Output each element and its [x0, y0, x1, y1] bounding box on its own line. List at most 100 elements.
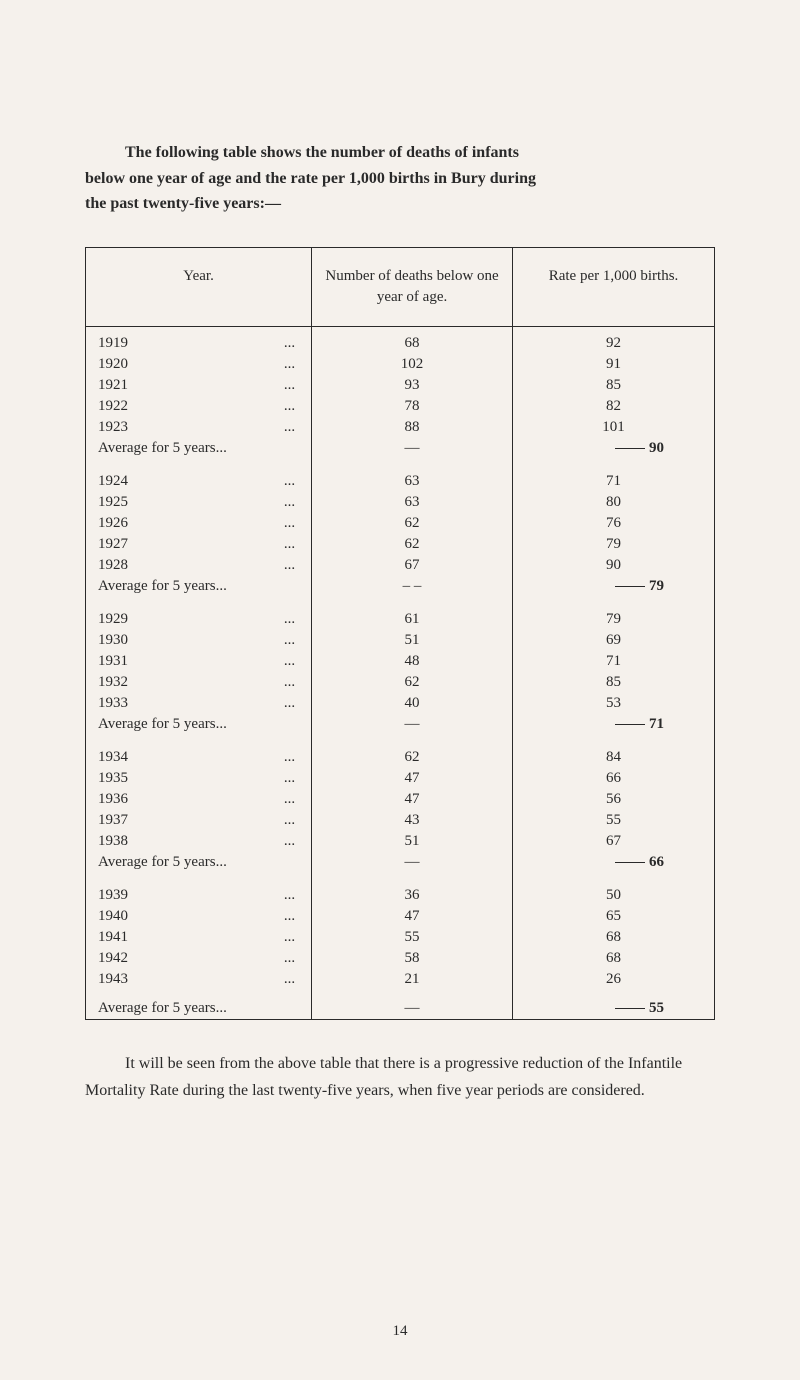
table-row: 1932...6285: [86, 672, 714, 693]
rate-cell: 80: [513, 492, 714, 513]
deaths-cell: 88: [312, 417, 513, 438]
data-table: Year. Number of deaths below one year of…: [85, 247, 715, 1020]
conclusion-paragraph: It will be seen from the above table tha…: [85, 1050, 715, 1104]
year-cell: 1935...: [86, 768, 312, 789]
avg-deaths-cell: —: [312, 714, 513, 735]
deaths-cell: 63: [312, 471, 513, 492]
avg-deaths-cell: – –: [312, 576, 513, 597]
deaths-cell: 47: [312, 768, 513, 789]
avg-deaths-cell: —: [312, 852, 513, 873]
avg-deaths-cell: —: [312, 438, 513, 459]
header-deaths: Number of deaths below one year of age.: [312, 248, 513, 326]
year-cell: 1922...: [86, 396, 312, 417]
table-header-row: Year. Number of deaths below one year of…: [86, 248, 714, 327]
rate-cell: 68: [513, 927, 714, 948]
rate-cell: 56: [513, 789, 714, 810]
avg-rate-cell: 66: [513, 852, 714, 873]
avg-rate-cell: 55: [513, 998, 714, 1019]
year-cell: 1943...: [86, 969, 312, 990]
year-cell: 1934...: [86, 747, 312, 768]
table-row: 1942...5868: [86, 948, 714, 969]
table-row: 1929...6179: [86, 609, 714, 630]
year-cell: 1925...: [86, 492, 312, 513]
year-cell: 1921...: [86, 375, 312, 396]
year-cell: 1936...: [86, 789, 312, 810]
rate-cell: 26: [513, 969, 714, 990]
avg-rate-cell: 71: [513, 714, 714, 735]
rate-cell: 65: [513, 906, 714, 927]
table-row: 1920...10291: [86, 354, 714, 375]
rate-cell: 90: [513, 555, 714, 576]
average-row: Average for 5 years...—90: [86, 438, 714, 459]
rate-cell: 85: [513, 375, 714, 396]
table-row: 1924...6371: [86, 471, 714, 492]
year-cell: 1926...: [86, 513, 312, 534]
deaths-cell: 62: [312, 672, 513, 693]
avg-label-cell: Average for 5 years...: [86, 714, 312, 735]
rate-cell: 50: [513, 885, 714, 906]
deaths-cell: 43: [312, 810, 513, 831]
deaths-cell: 40: [312, 693, 513, 714]
year-cell: 1930...: [86, 630, 312, 651]
table-row: 1943...2126: [86, 969, 714, 990]
deaths-cell: 62: [312, 513, 513, 534]
intro-paragraph: The following table shows the number of …: [85, 140, 715, 217]
table-row: 1921...9385: [86, 375, 714, 396]
rate-cell: 92: [513, 333, 714, 354]
table-row: 1939...3650: [86, 885, 714, 906]
rate-cell: 76: [513, 513, 714, 534]
header-rate: Rate per 1,000 births.: [513, 248, 714, 326]
deaths-cell: 78: [312, 396, 513, 417]
avg-rate-cell: 90: [513, 438, 714, 459]
table-row: 1919...6892: [86, 333, 714, 354]
table-row: 1941...5568: [86, 927, 714, 948]
year-cell: 1932...: [86, 672, 312, 693]
table-row: 1933...4053: [86, 693, 714, 714]
table-row: 1923...88101: [86, 417, 714, 438]
rate-cell: 69: [513, 630, 714, 651]
header-year: Year.: [86, 248, 312, 326]
rate-cell: 71: [513, 471, 714, 492]
deaths-cell: 51: [312, 831, 513, 852]
deaths-cell: 58: [312, 948, 513, 969]
deaths-cell: 63: [312, 492, 513, 513]
year-cell: 1942...: [86, 948, 312, 969]
table-row: 1922...7882: [86, 396, 714, 417]
year-cell: 1931...: [86, 651, 312, 672]
average-row: Average for 5 years...—55: [86, 998, 714, 1020]
year-cell: 1924...: [86, 471, 312, 492]
table-row: 1936...4756: [86, 789, 714, 810]
year-cell: 1941...: [86, 927, 312, 948]
average-row: Average for 5 years...—71: [86, 714, 714, 735]
deaths-cell: 55: [312, 927, 513, 948]
year-cell: 1928...: [86, 555, 312, 576]
deaths-cell: 47: [312, 906, 513, 927]
deaths-cell: 48: [312, 651, 513, 672]
year-cell: 1927...: [86, 534, 312, 555]
deaths-cell: 61: [312, 609, 513, 630]
table-row: 1940...4765: [86, 906, 714, 927]
year-cell: 1938...: [86, 831, 312, 852]
rate-cell: 85: [513, 672, 714, 693]
average-row: Average for 5 years...—66: [86, 852, 714, 873]
table-row: 1928...6790: [86, 555, 714, 576]
rate-cell: 71: [513, 651, 714, 672]
year-cell: 1929...: [86, 609, 312, 630]
avg-label-cell: Average for 5 years...: [86, 998, 312, 1019]
rate-cell: 79: [513, 534, 714, 555]
table-row: 1938...5167: [86, 831, 714, 852]
rate-cell: 67: [513, 831, 714, 852]
deaths-cell: 62: [312, 534, 513, 555]
average-row: Average for 5 years...– –79: [86, 576, 714, 597]
table-row: 1931...4871: [86, 651, 714, 672]
table-row: 1925...6380: [86, 492, 714, 513]
deaths-cell: 102: [312, 354, 513, 375]
avg-label-cell: Average for 5 years...: [86, 438, 312, 459]
deaths-cell: 51: [312, 630, 513, 651]
deaths-cell: 68: [312, 333, 513, 354]
rate-cell: 82: [513, 396, 714, 417]
avg-deaths-cell: —: [312, 998, 513, 1019]
intro-line1: The following table shows the number of …: [85, 144, 519, 161]
year-cell: 1939...: [86, 885, 312, 906]
rate-cell: 66: [513, 768, 714, 789]
